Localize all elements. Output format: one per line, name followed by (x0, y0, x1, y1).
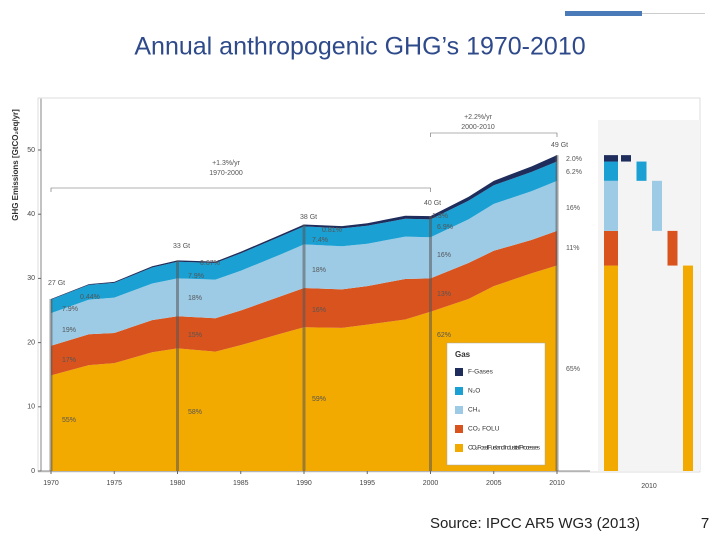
legend-label: F-Gases (468, 369, 494, 376)
annotation: 18% (188, 295, 202, 302)
decade-line (302, 224, 306, 471)
decade-line (49, 298, 53, 471)
waterfall-bar-2010 (652, 180, 662, 231)
y-tick-label: 40 (27, 211, 35, 218)
waterfall-bar-2010 (683, 265, 693, 471)
annotation: 49 Gt (551, 142, 568, 149)
y-tick-label: 20 (27, 339, 35, 346)
source: Source: IPCC AR5 WG3 (2013) (430, 515, 640, 532)
x-tick-label: 1975 (106, 480, 122, 487)
decade-line (429, 216, 432, 471)
annotation: 19% (62, 327, 76, 334)
legend-label: CO₂ FOLU (468, 426, 500, 433)
annotation: 18% (312, 267, 326, 274)
waterfall-bar-2010 (667, 230, 678, 266)
decade-line (555, 155, 559, 472)
legend-swatch (455, 425, 463, 433)
annotation: 27 Gt (48, 280, 65, 287)
stack-bar-2010 (604, 180, 618, 231)
decor-bar (565, 11, 642, 16)
x-tick-label: 1995 (359, 480, 375, 487)
annotation: 62% (437, 332, 451, 339)
annotation: 0.67% (200, 260, 220, 267)
y-tick-label: 0 (31, 468, 35, 475)
stack-bar-2010 (604, 230, 618, 266)
page-number: 7 (701, 515, 709, 532)
annotation: 7.9% (62, 306, 78, 313)
x-tick-label: 2005 (486, 480, 502, 487)
x-tick-label: 1980 (170, 480, 186, 487)
x-tick-label: 2000 (423, 480, 439, 487)
legend-swatch (455, 387, 463, 395)
legend: Gas F-Gases N₂O CH₄ CO₂ FOLU CO₂ Fossil Fuel … (446, 342, 546, 466)
annotation: 16% (312, 307, 326, 314)
legend-title: Gas (455, 350, 471, 359)
annotation: 58% (188, 409, 202, 416)
x-tick-label: 1990 (296, 480, 312, 487)
annotation: 0.44% (80, 294, 100, 301)
legend-box (446, 342, 546, 466)
legend-swatch (455, 368, 463, 376)
y-tick-label: 50 (27, 147, 35, 154)
stack-bar-2010 (604, 155, 618, 162)
annotation: 1970-2000 (209, 170, 243, 177)
annotation: 2000-2010 (461, 124, 495, 131)
annotation: 0.81% (322, 227, 342, 234)
annotation: 16% (437, 252, 451, 259)
annotation: 6.9% (437, 224, 453, 231)
annotation: 38 Gt (300, 214, 317, 221)
y-tick-label: 10 (27, 404, 35, 411)
annotation: 7.9% (188, 273, 204, 280)
bracket (430, 132, 558, 137)
legend-swatch (455, 406, 463, 414)
slide-title: Annual anthropogenic GHG’s 1970-2010 (134, 33, 585, 61)
legend-label: CH₄ (468, 407, 480, 414)
x-tick-label: 2010 (549, 480, 565, 487)
right-panel-label: 2010 (641, 483, 657, 490)
legend-label: N₂O (468, 388, 480, 395)
annotation: 59% (312, 396, 326, 403)
waterfall-bar-2010 (621, 155, 631, 162)
annotation: 7.4% (312, 237, 328, 244)
waterfall-bar-2010 (636, 161, 647, 181)
annotation: 15% (188, 332, 202, 339)
x-tick-label: 1985 (233, 480, 249, 487)
x-tick-label: 1970 (43, 480, 59, 487)
annotation: 2.0% (566, 156, 582, 163)
annotation: 6.2% (566, 169, 582, 176)
annotation: 11% (566, 245, 580, 252)
annotation: 40 Gt (424, 200, 441, 207)
annotation: 33 Gt (173, 243, 190, 250)
stack-bar-2010 (604, 161, 618, 181)
annotation: 16% (566, 205, 580, 212)
annotation: 65% (566, 366, 580, 373)
annotation: 1.3% (432, 213, 448, 220)
stack-bar-2010 (604, 265, 618, 471)
legend-swatch (455, 444, 463, 452)
bracket (50, 187, 431, 192)
y-axis-label: GHG Emissions [GtCO₂eq/yr] (11, 109, 20, 221)
decade-line (176, 260, 179, 471)
annotation: +2.2%/yr (464, 114, 492, 121)
annotation: 55% (62, 417, 76, 424)
legend-label: CO₂ Fossil Fuel and Industrial Processes (468, 445, 541, 452)
y-tick-label: 30 (27, 275, 35, 282)
annotation: +1.3%/yr (212, 160, 240, 167)
annotation: 13% (437, 291, 451, 298)
annotation: 17% (62, 357, 76, 364)
